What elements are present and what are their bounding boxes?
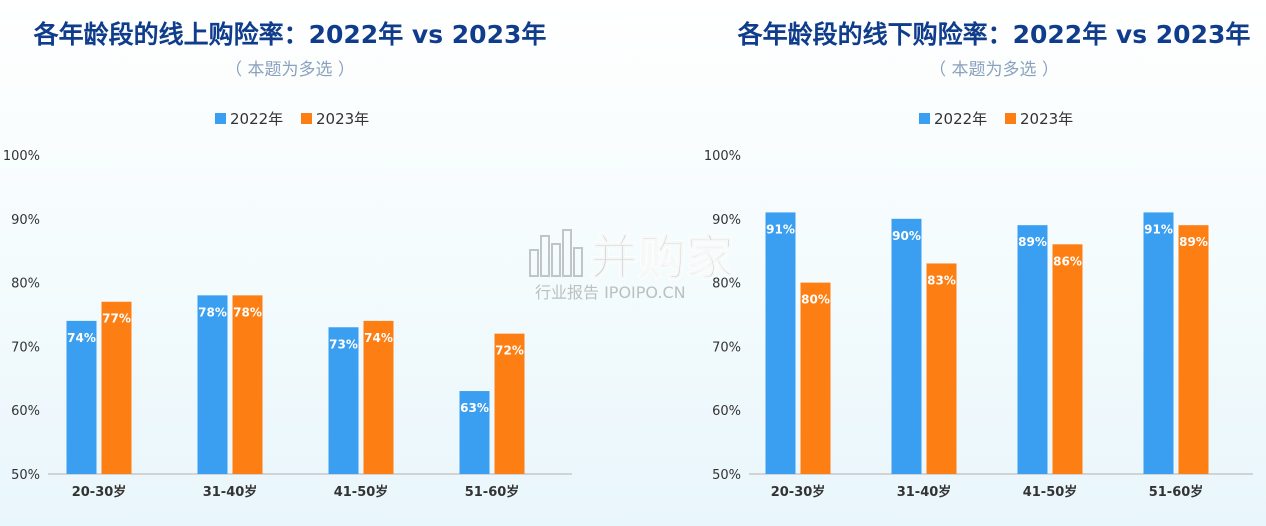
y-tick-label: 100% — [704, 149, 741, 164]
y-tick-label: 90% — [712, 213, 741, 228]
x-tick-label: 41-50岁 — [1023, 484, 1078, 500]
watermark-chart-icon — [529, 229, 583, 277]
bar-2-4 — [1178, 225, 1209, 474]
legend-swatch-2 — [301, 113, 312, 124]
bar-1-1 — [765, 212, 796, 475]
legend-label-2: 2023年 — [316, 110, 369, 128]
legend-label-2: 2023年 — [1020, 110, 1073, 128]
bar-1-4 — [1143, 212, 1174, 475]
watermark-brand: 并购家 — [590, 230, 734, 286]
x-tick-label: 20-30岁 — [72, 484, 127, 500]
x-tick-label: 31-40岁 — [897, 484, 952, 500]
legend-swatch-1 — [919, 113, 930, 124]
y-tick-label: 100% — [3, 149, 40, 164]
bar-1-1 — [66, 320, 97, 474]
legend-swatch-1 — [215, 113, 226, 124]
y-tick-label: 70% — [712, 340, 741, 355]
chart-subtitle: （ 本题为多选 ） — [929, 60, 1059, 80]
y-tick-label: 50% — [712, 468, 741, 483]
bar-1-3 — [1017, 225, 1048, 474]
chart-subtitle: （ 本题为多选 ） — [225, 60, 355, 80]
bar-2-2 — [926, 263, 957, 474]
chart-2: 各年龄段的线下购险率：2022年 vs 2023年 （ 本题为多选 ） 2022年 2… — [704, 20, 1253, 500]
data-label-1-1: 74% — [67, 331, 96, 345]
chart-1: 各年龄段的线上购险率：2022年 vs 2023年 （ 本题为多选 ） 2022年 2… — [3, 20, 572, 500]
data-label-2-2: 83% — [927, 273, 956, 287]
data-label-1-2: 78% — [198, 305, 227, 319]
data-label-2-4: 89% — [1179, 235, 1208, 249]
chart-title: 各年龄段的线上购险率：2022年 vs 2023年 — [33, 20, 547, 49]
x-tick-label: 41-50岁 — [334, 484, 389, 500]
legend-label-1: 2022年 — [934, 110, 987, 128]
legend-swatch-2 — [1005, 113, 1016, 124]
bar-1-4 — [459, 391, 490, 474]
data-label-1-4: 91% — [1144, 222, 1173, 236]
watermark-tagline: 行业报告 IPOIPO.CN — [535, 283, 686, 302]
data-label-1-4: 63% — [460, 401, 489, 415]
y-tick-label: 80% — [11, 277, 40, 292]
x-tick-label: 31-40岁 — [203, 484, 258, 500]
bar-1-2 — [891, 218, 922, 474]
data-label-1-2: 90% — [892, 229, 921, 243]
y-tick-label: 50% — [11, 468, 40, 483]
y-tick-label: 60% — [712, 404, 741, 419]
y-tick-label: 70% — [11, 340, 40, 355]
bar-1-3 — [328, 327, 359, 474]
x-tick-label: 51-60岁 — [465, 484, 520, 500]
y-tick-label: 60% — [11, 404, 40, 419]
y-tick-label: 80% — [712, 277, 741, 292]
bar-1-2 — [197, 295, 228, 474]
data-label-2-2: 78% — [233, 305, 262, 319]
x-tick-label: 51-60岁 — [1149, 484, 1204, 500]
data-label-1-1: 91% — [766, 222, 795, 236]
x-tick-label: 20-30岁 — [771, 484, 826, 500]
y-tick-label: 90% — [11, 213, 40, 228]
data-label-1-3: 89% — [1018, 235, 1047, 249]
bar-2-4 — [494, 333, 525, 474]
bar-2-1 — [800, 282, 831, 474]
data-label-2-4: 72% — [495, 344, 524, 358]
data-label-2-1: 77% — [102, 312, 131, 326]
chart-title: 各年龄段的线下购险率：2022年 vs 2023年 — [737, 20, 1251, 49]
bar-2-3 — [1052, 244, 1083, 474]
data-label-2-1: 80% — [801, 293, 830, 307]
data-label-2-3: 74% — [364, 331, 393, 345]
bar-2-2 — [232, 295, 263, 474]
bar-2-1 — [101, 301, 132, 474]
legend-label-1: 2022年 — [230, 110, 283, 128]
data-label-2-3: 86% — [1053, 254, 1082, 268]
bar-2-3 — [363, 320, 394, 474]
data-label-1-3: 73% — [329, 337, 358, 351]
